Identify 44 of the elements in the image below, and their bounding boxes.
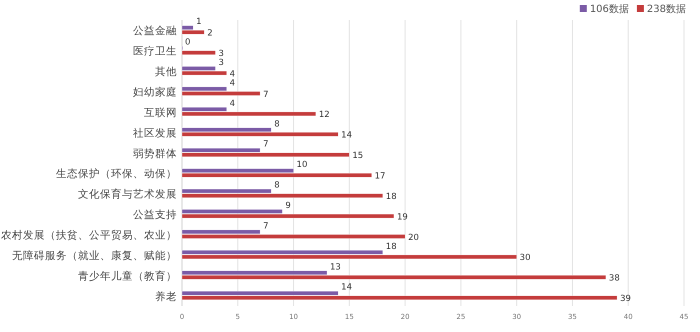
y-tick-label: 妇幼家庭: [133, 86, 177, 98]
data-label: 15: [352, 151, 364, 162]
y-tick-label: 无障碍服务（就业、康复、赋能）: [12, 248, 177, 262]
y-tick-label: 其他: [155, 65, 177, 78]
data-label: 18: [386, 192, 397, 202]
data-label: 12: [318, 110, 330, 120]
data-label: 4: [230, 78, 236, 88]
data-label: 3: [218, 48, 224, 59]
y-tick-label: 弱势群体: [133, 146, 177, 160]
y-tick-label: 社区发展: [133, 126, 177, 140]
y-tick-label: 互联网: [144, 106, 177, 119]
legend-label: 106数据: [590, 3, 629, 15]
y-tick-label: 文化保育与艺术发展: [78, 188, 177, 201]
legend-label: 238数据: [646, 3, 686, 15]
data-label: 39: [620, 294, 631, 304]
data-label: 9: [285, 200, 291, 211]
data-label: 8: [274, 180, 280, 191]
data-label: 20: [408, 232, 419, 243]
data-label: 18: [386, 242, 397, 252]
data-label: 19: [396, 212, 408, 222]
data-label: 4: [230, 69, 236, 80]
data-label: 0: [185, 38, 190, 48]
data-label: 7: [263, 140, 269, 150]
y-tick-label: 青少年儿童（教育）: [78, 269, 177, 282]
data-label: 30: [520, 253, 530, 264]
y-tick-label: 医疗卫生: [133, 44, 177, 58]
data-label: 14: [341, 282, 352, 293]
data-label: 7: [263, 90, 269, 100]
y-tick-label: 公益金融: [133, 25, 177, 38]
data-label: 38: [608, 274, 620, 284]
data-label: 8: [274, 119, 280, 130]
y-tick-label: 农村发展（扶贫、公平贸易、农业）: [1, 228, 177, 242]
data-label: 13: [330, 262, 341, 272]
data-label: 1: [196, 17, 202, 28]
data-label: 17: [374, 172, 386, 182]
y-tick-label: 公益支持: [133, 208, 177, 222]
data-label: 10: [296, 160, 308, 170]
data-label: 4: [230, 98, 236, 109]
data-label: 7: [263, 221, 269, 232]
data-label: 14: [341, 130, 352, 141]
y-tick-label: 养老: [155, 290, 177, 303]
data-label: 2: [207, 28, 213, 39]
y-tick-label: 生态保护（环保、动保）: [56, 167, 177, 180]
data-label: 3: [218, 58, 224, 68]
